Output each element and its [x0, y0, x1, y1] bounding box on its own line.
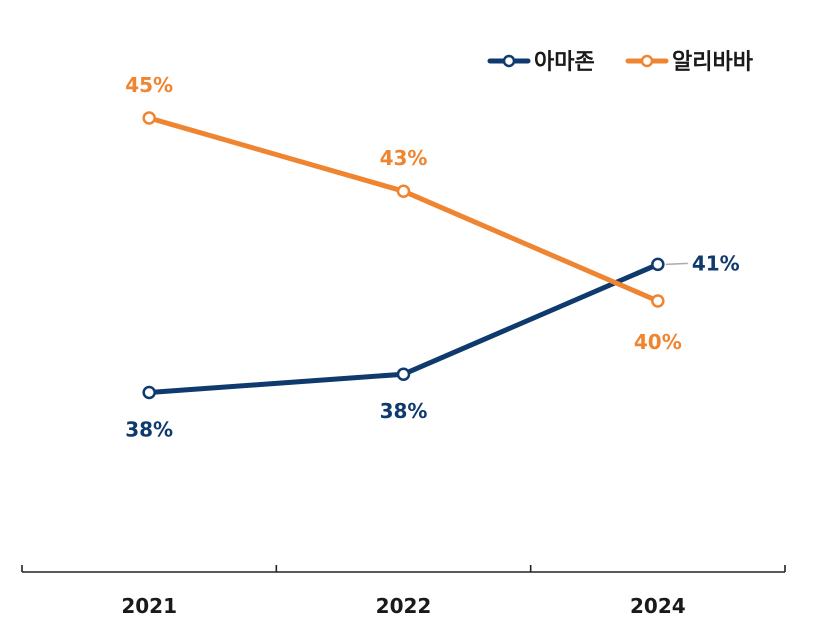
- series-0: [142, 257, 665, 400]
- label-leader-line: [665, 262, 688, 266]
- data-label: 41%: [692, 251, 740, 275]
- data-label: 38%: [125, 418, 173, 442]
- data-label: 38%: [380, 399, 428, 423]
- legend: 아마존 알리바바: [487, 50, 754, 75]
- data-point: [651, 294, 665, 308]
- data-point: [396, 367, 411, 381]
- series-1: [142, 111, 665, 308]
- x-axis: 2021 2022 2024: [21, 565, 786, 618]
- data-label: 45%: [125, 73, 173, 97]
- legend-swatch-marker: [640, 54, 654, 68]
- legend-label: 알리바바: [672, 50, 754, 75]
- x-tick-label: 2022: [376, 594, 432, 618]
- legend-swatch-marker: [502, 54, 516, 68]
- series-lines: [142, 111, 665, 400]
- legend-item: 아마존: [487, 50, 595, 75]
- x-tick-label: 2024: [630, 594, 686, 618]
- data-label: 40%: [634, 330, 682, 354]
- data-point: [142, 385, 156, 400]
- data-point: [142, 111, 156, 125]
- data-point: [651, 257, 665, 272]
- legend-item: 알리바바: [625, 50, 754, 75]
- data-point: [396, 184, 411, 198]
- legend-label: 아마존: [534, 50, 595, 75]
- x-tick-label: 2021: [121, 594, 177, 618]
- data-labels: 38% 38% 41% 45% 43% 40%: [125, 73, 739, 442]
- data-label: 43%: [380, 146, 428, 170]
